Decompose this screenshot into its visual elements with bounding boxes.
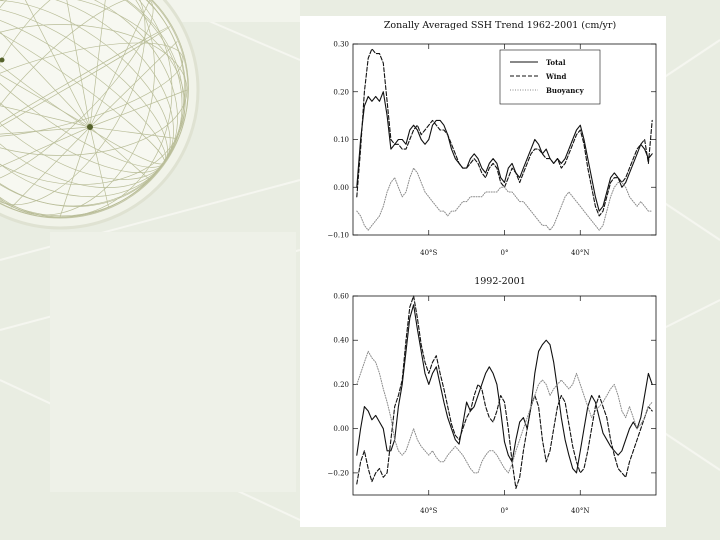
y-tick-label: 0.00 [333, 184, 349, 192]
y-tick-label: 0.00 [333, 425, 349, 433]
chart-title: 1992-2001 [474, 276, 526, 287]
series-line-buoyancy [356, 167, 653, 231]
globe-logo [0, 0, 200, 230]
series-line-wind [356, 295, 653, 489]
figure-svg: Zonally Averaged SSH Trend 1962-2001 (cm… [328, 20, 657, 515]
y-tick-label: 0.30 [333, 41, 349, 49]
series-line-buoyancy [356, 350, 653, 474]
legend-label-wind: Wind [545, 72, 566, 81]
y-tick-label: 0.20 [333, 381, 349, 389]
chart-legend: Total Wind Buoyancy [499, 49, 601, 105]
series-line-total [356, 304, 653, 474]
y-tick-label: 0.10 [333, 136, 349, 144]
globe-pole-dot-2 [0, 57, 5, 63]
x-tick-label: 0° [501, 507, 509, 515]
x-tick-label: 40°S [420, 507, 437, 515]
y-tick-label: −0.10 [328, 232, 349, 240]
chart-title: Zonally Averaged SSH Trend 1962-2001 (cm… [384, 20, 616, 31]
figure-sheet: Zonally Averaged SSH Trend 1962-2001 (cm… [300, 16, 666, 527]
y-tick-label: −0.20 [328, 469, 349, 477]
legend-box [499, 49, 601, 105]
y-tick-label: 0.60 [333, 293, 349, 301]
legend-label-buoyancy: Buoyancy [546, 86, 585, 95]
x-tick-label: 40°N [571, 507, 590, 515]
x-tick-label: 0° [501, 249, 509, 257]
y-tick-label: 0.40 [333, 337, 349, 345]
y-tick-label: 0.20 [333, 88, 349, 96]
series-line-total [356, 91, 653, 212]
chart-ssh-trend-1992-2001: 1992-2001 0.60 0.40 0.20 0.00 −0.20 40°S 0° 40°… [328, 276, 657, 515]
globe-pole-dot [87, 124, 93, 130]
chart-ssh-trend-1962-2001: Zonally Averaged SSH Trend 1962-2001 (cm… [328, 20, 657, 257]
legend-label-total: Total [546, 58, 566, 67]
x-tick-label: 40°S [420, 249, 437, 257]
x-tick-label: 40°N [571, 249, 590, 257]
side-panel [50, 232, 296, 492]
